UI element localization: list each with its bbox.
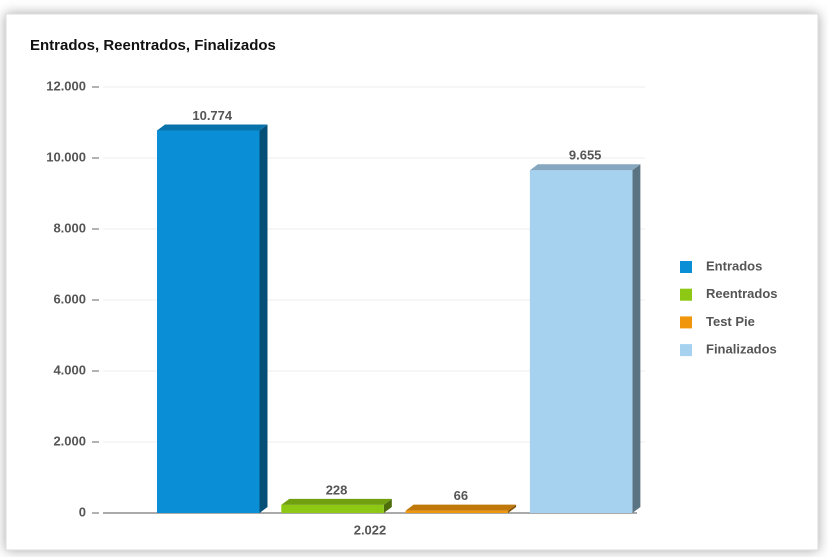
bar: [529, 170, 633, 513]
legend-label: Finalizados: [706, 342, 777, 357]
bar-side: [259, 124, 268, 513]
bar-side: [383, 498, 392, 513]
chart-title: Entrados, Reentrados, Finalizados: [30, 37, 276, 54]
y-tick-label: 12.000: [46, 78, 86, 93]
bar: [405, 510, 509, 513]
legend-swatch: [680, 344, 692, 357]
bar: [157, 130, 260, 513]
legend-swatch: [680, 316, 692, 329]
data-label: 66: [454, 488, 468, 503]
x-tick-label: 2.022: [354, 522, 387, 537]
legend-swatch: [680, 288, 692, 301]
legend-label: Test Pie: [706, 314, 755, 329]
y-tick-label: 2.000: [53, 433, 86, 448]
card: [5, 13, 819, 551]
y-tick-label: 10.000: [46, 149, 86, 164]
y-tick-label: 0: [79, 504, 86, 519]
legend-swatch: [680, 261, 692, 273]
y-tick-label: 6.000: [53, 291, 86, 306]
bar-side: [632, 164, 641, 513]
bar-top: [405, 504, 517, 511]
bar: [281, 504, 384, 513]
data-label: 10.774: [192, 108, 233, 123]
data-label: 228: [326, 482, 348, 497]
legend-label: Entrados: [706, 258, 762, 273]
y-tick-label: 4.000: [53, 362, 86, 377]
data-label: 9.655: [569, 148, 602, 163]
bar-top: [529, 164, 641, 171]
legend-label: Reentrados: [706, 286, 778, 301]
bar-side: [508, 504, 517, 513]
y-tick-label: 8.000: [53, 220, 86, 235]
bar-top: [157, 124, 268, 131]
bar-top: [281, 498, 392, 505]
